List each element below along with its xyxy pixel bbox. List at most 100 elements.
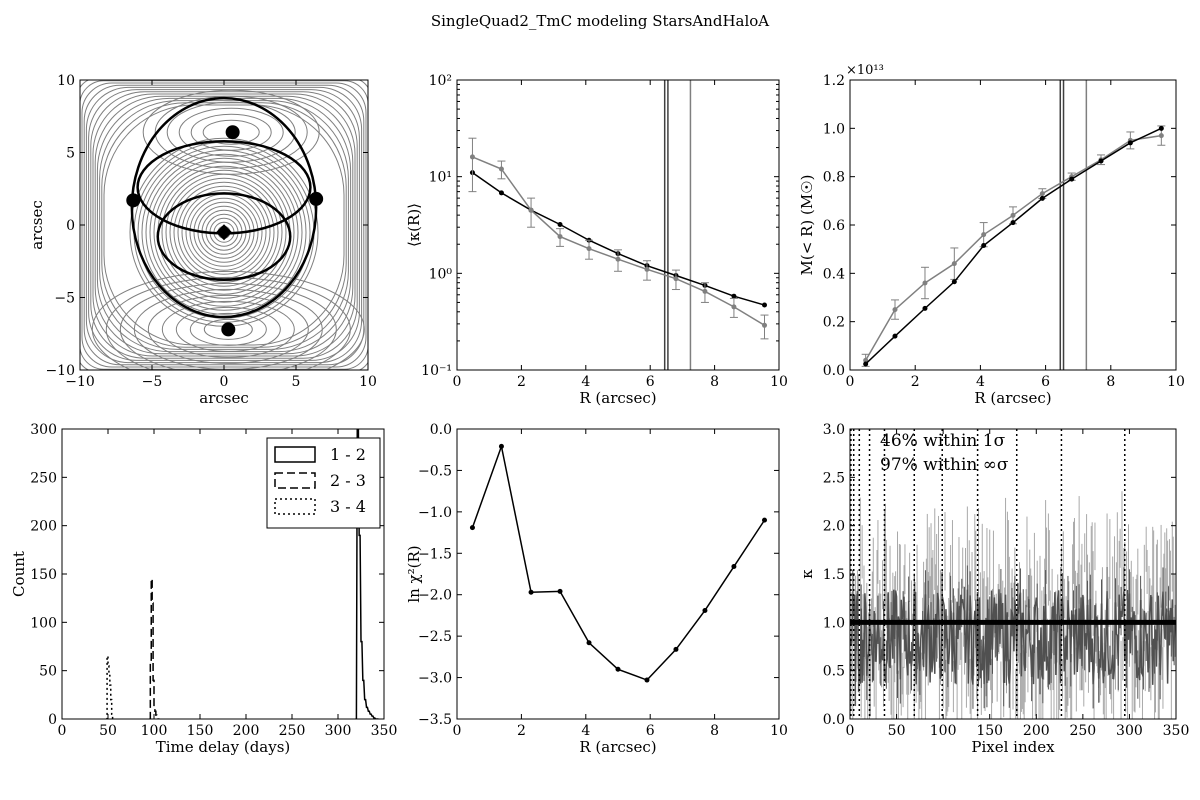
x-tick-label: −5 [142,374,163,390]
contour-ring [189,197,259,267]
chi2-point [498,443,504,449]
y-tick-label: 300 [30,422,57,438]
panel-bottom-middle: 0 2 4 6 8 10 0.0 −0.5 −1.0 −1.5 −2.0 −2.5 −3.0 −3.5 R … [405,422,788,756]
y-tick-label: 250 [30,470,57,486]
chi2-point [469,525,475,531]
contour-ring [177,185,271,279]
y-axis-label: κ [798,569,816,579]
kappa-true-point [762,322,768,328]
chi2-point [528,589,534,595]
mass-true-line [864,134,1162,361]
x-tick-label: 100 [141,723,168,739]
x-tick-label: 6 [1041,374,1050,390]
x-tick-label: 2 [517,374,526,390]
x-tick-label: 200 [233,723,260,739]
plot-area [106,429,379,719]
plot-area [468,80,769,370]
x-tick-label: 2 [517,723,526,739]
y-multiplier: ×10¹³ [846,63,884,78]
x-tick-label: −10 [65,374,95,390]
x-tick-label: 250 [279,723,306,739]
contour-ring [101,102,347,348]
kappa-true-point [498,166,504,172]
mass-model-point [892,333,898,339]
panel-top-middle: 0 2 4 6 8 10 10⁻¹ 10⁰ 10¹ 10² R (arcsec) ⟨κ(R)⟩ [405,73,788,407]
contour-ring [166,101,296,163]
contour-ring [149,157,299,307]
x-tick-label: 6 [646,723,655,739]
chi2-point [644,677,650,683]
x-tick-label: 100 [930,723,957,739]
contour-ring [119,282,337,370]
mass-model-point [1098,158,1104,164]
y-tick-label: −3.5 [418,712,452,728]
y-tick-label: 2.0 [823,519,845,535]
contour-ring [85,86,363,364]
kappa-model-point [731,293,737,299]
panel-top-right: 0 2 4 6 8 10 0.0 0.2 0.4 0.6 0.8 1.0 1.2 R (arcsec) M(… [798,63,1185,407]
y-tick-label: 50 [39,664,57,680]
y-axis-label: Count [10,551,28,597]
plot-area [850,429,1176,719]
y-tick-label: 10¹ [429,170,452,186]
y-tick-label: 0.0 [430,422,452,438]
contour-ring [145,153,303,311]
y-tick-label: −1.0 [418,505,452,521]
y-tick-label: 10 [57,73,75,89]
mass-true-point [863,357,869,363]
figure-title: SingleQuad2_TmC modeling StarsAndHaloA [430,12,770,30]
y-tick-label: 0.2 [823,315,845,331]
legend-swatch [274,472,316,489]
kappa-model-point [498,190,504,196]
x-tick-label: 350 [371,723,398,739]
y-axis-label: arcsec [28,200,46,250]
kappa-true-point [731,304,737,310]
contour-ring [161,169,287,295]
y-tick-label: −0.5 [418,463,452,479]
panel-bottom-left: 0 50 100 150 200 250 300 350 0 50 100 150 200 250 300 T… [10,422,398,756]
y-tick-label: −10 [45,363,75,379]
x-tick-label: 150 [976,723,1003,739]
x-tick-label: 5 [292,374,301,390]
kappa-model-point [557,222,563,228]
contour-ring [193,201,255,263]
kappa-true-point [469,154,475,160]
legend-box [266,437,381,529]
critical-curve [156,192,292,282]
y-tick-label: 0.4 [823,266,845,282]
lensed-image-point [221,322,236,337]
mass-model-point [1127,140,1133,146]
axes-frame [456,428,780,720]
lensed-image-point [126,193,141,208]
x-tick-label: 6 [646,374,655,390]
hist-solid [355,429,379,719]
contour-ring [94,95,354,355]
contour-ring [202,119,260,145]
x-tick-label: 300 [1116,723,1143,739]
mass-model-point [922,305,928,311]
plot-area [861,80,1166,370]
x-axis-label: R (arcsec) [579,389,656,407]
x-tick-label: 200 [1023,723,1050,739]
y-axis-label: M(< R) (M☉) [798,175,816,276]
y-tick-label: 1.0 [823,121,845,137]
x-tick-label: 350 [1163,723,1190,739]
x-tick-label: 10 [1167,374,1185,390]
y-tick-label: −5 [54,291,75,307]
critical-curve [130,96,318,319]
y-tick-label: 1.2 [823,73,845,89]
contour-ring [105,276,351,370]
chi2-point [731,564,737,570]
y-tick-label: −2.5 [418,629,452,645]
mass-model-point [1158,125,1164,131]
kappa-model-line [850,589,1176,685]
mass-true-point [922,280,928,286]
contour-ring [161,300,295,358]
y-tick-label: 10² [429,73,452,89]
chi2-point [615,666,621,672]
x-tick-label: 0 [453,723,462,739]
contour-ring [190,113,272,151]
x-tick-label: 50 [99,723,117,739]
x-axis-label: Pixel index [971,738,1055,756]
